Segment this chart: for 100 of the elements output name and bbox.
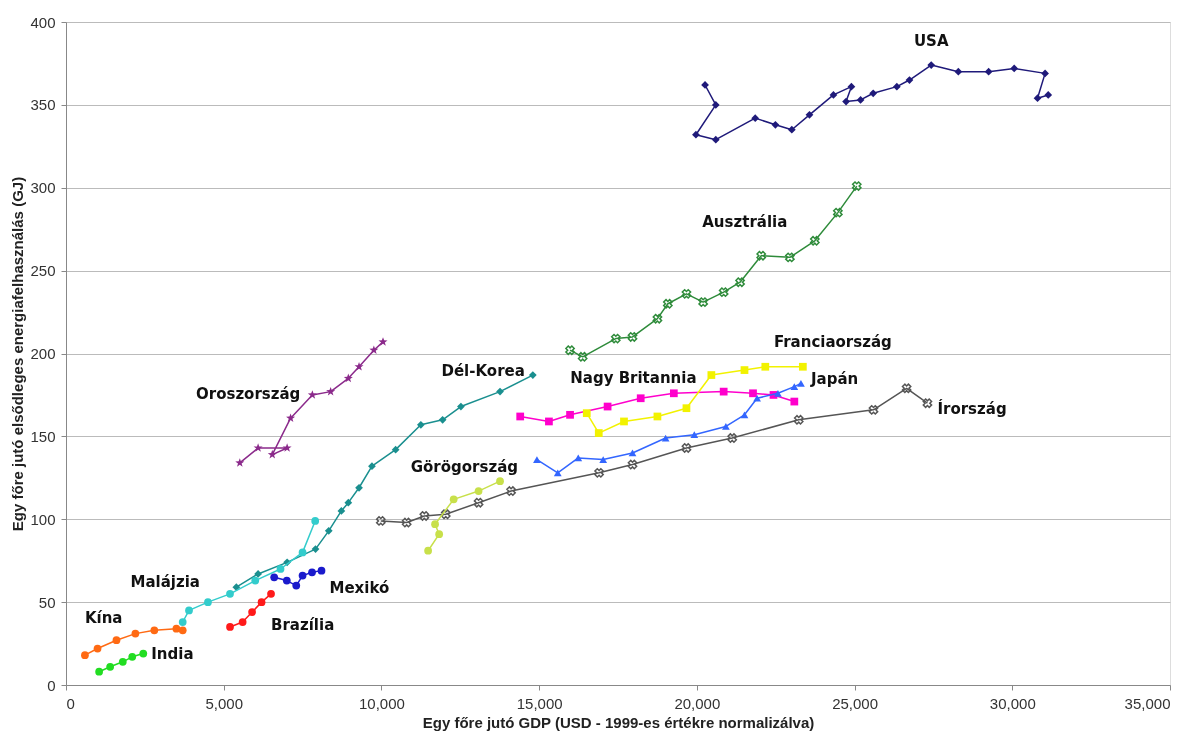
point bbox=[1041, 69, 1049, 78]
point bbox=[282, 576, 291, 585]
y-tick-label: 100 bbox=[30, 510, 56, 528]
point bbox=[669, 389, 678, 398]
point bbox=[253, 443, 263, 452]
y-tick-label: 250 bbox=[30, 262, 56, 280]
point bbox=[457, 402, 465, 411]
point bbox=[106, 662, 115, 671]
point bbox=[267, 449, 277, 459]
point bbox=[829, 91, 838, 99]
point bbox=[248, 608, 256, 616]
point bbox=[847, 82, 856, 91]
point bbox=[528, 371, 537, 379]
point bbox=[344, 498, 353, 507]
series-label: Franciaország bbox=[773, 332, 892, 351]
point bbox=[620, 417, 628, 426]
point bbox=[343, 373, 353, 383]
point bbox=[235, 458, 245, 467]
point bbox=[496, 477, 504, 485]
series-label: USA bbox=[913, 32, 949, 51]
point bbox=[298, 548, 307, 557]
point bbox=[232, 583, 241, 592]
point bbox=[954, 67, 963, 76]
point bbox=[118, 657, 127, 666]
point bbox=[375, 516, 386, 526]
point bbox=[431, 520, 439, 529]
point bbox=[128, 652, 137, 661]
point bbox=[112, 636, 121, 645]
y-tick-label: 150 bbox=[30, 427, 56, 445]
point bbox=[774, 389, 782, 397]
point bbox=[707, 371, 716, 379]
point bbox=[185, 606, 193, 615]
point bbox=[81, 651, 89, 660]
point bbox=[226, 589, 234, 598]
point bbox=[276, 565, 285, 573]
point bbox=[254, 570, 262, 578]
point bbox=[226, 623, 234, 631]
point bbox=[139, 649, 148, 658]
point bbox=[610, 333, 621, 344]
point bbox=[474, 487, 483, 495]
x-tick-label: 20,000 bbox=[674, 694, 721, 712]
point bbox=[311, 517, 320, 525]
series-label: Ausztrália bbox=[702, 213, 788, 232]
point bbox=[698, 297, 709, 308]
series-label: Dél-Korea bbox=[441, 362, 525, 381]
point bbox=[368, 462, 376, 471]
point bbox=[892, 82, 901, 91]
point bbox=[628, 449, 637, 457]
point bbox=[337, 507, 346, 515]
point bbox=[435, 530, 444, 539]
y-tick-label: 0 bbox=[47, 676, 56, 694]
point bbox=[378, 337, 388, 346]
point bbox=[355, 483, 363, 492]
point bbox=[594, 467, 604, 478]
point bbox=[901, 383, 912, 394]
point bbox=[257, 598, 266, 606]
point bbox=[267, 589, 275, 598]
point bbox=[419, 511, 430, 521]
series-label: Oroszország bbox=[196, 384, 301, 403]
series-label: Brazília bbox=[271, 615, 335, 634]
point bbox=[582, 409, 591, 418]
x-tick-label: 5,000 bbox=[205, 694, 243, 712]
x-tick-label: 0 bbox=[66, 694, 75, 712]
series-label: Malájzia bbox=[130, 573, 200, 592]
series-label: Mexikó bbox=[329, 578, 390, 597]
point bbox=[292, 581, 301, 590]
point bbox=[270, 573, 279, 582]
point bbox=[204, 598, 212, 606]
point bbox=[740, 411, 749, 419]
point bbox=[577, 351, 588, 362]
point bbox=[627, 459, 638, 470]
point bbox=[690, 431, 699, 439]
point bbox=[566, 410, 574, 419]
point bbox=[311, 545, 320, 553]
point bbox=[718, 287, 729, 298]
point bbox=[594, 429, 603, 437]
point bbox=[790, 383, 799, 390]
point bbox=[922, 398, 933, 409]
point bbox=[308, 568, 316, 577]
point bbox=[751, 114, 760, 123]
point bbox=[516, 412, 525, 421]
point bbox=[1033, 94, 1042, 103]
point bbox=[797, 379, 805, 387]
series-label: Írország bbox=[937, 399, 1007, 419]
point bbox=[722, 423, 730, 430]
point bbox=[927, 61, 936, 69]
point bbox=[282, 443, 292, 452]
point bbox=[711, 101, 720, 109]
point bbox=[172, 624, 181, 633]
series-label: India bbox=[151, 644, 194, 663]
point bbox=[440, 509, 451, 520]
point bbox=[324, 526, 333, 535]
point bbox=[711, 135, 720, 144]
point bbox=[1010, 64, 1019, 73]
point bbox=[842, 97, 850, 106]
point bbox=[438, 415, 447, 424]
x-tick-label: 25,000 bbox=[832, 694, 879, 712]
point bbox=[95, 667, 103, 676]
point bbox=[753, 394, 761, 402]
point bbox=[692, 130, 700, 139]
